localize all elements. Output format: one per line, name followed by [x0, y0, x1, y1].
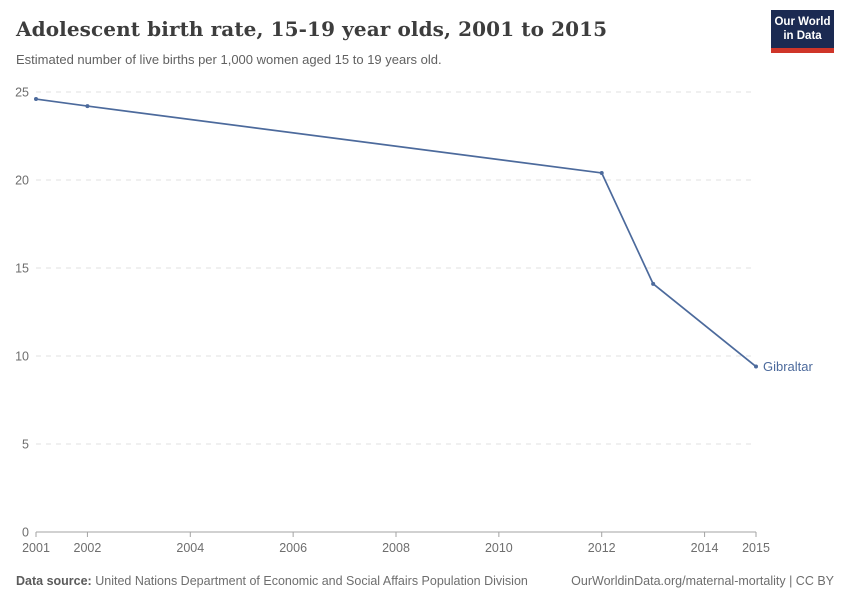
data-source-label: Data source: — [16, 574, 92, 588]
y-axis-tick-label: 5 — [22, 438, 29, 452]
y-axis-tick-label: 20 — [15, 174, 29, 188]
y-axis-tick-label: 15 — [15, 262, 29, 276]
y-axis-tick-label: 0 — [22, 526, 29, 540]
data-point[interactable] — [34, 97, 38, 102]
x-axis-tick-label: 2015 — [742, 541, 770, 555]
x-axis-tick-label: 2008 — [382, 541, 410, 555]
data-point[interactable] — [599, 170, 604, 175]
owid-logo-line1: Our World — [774, 16, 831, 28]
series-line-gibraltar[interactable] — [35, 98, 757, 368]
x-axis-tick-label: 2001 — [22, 541, 50, 555]
data-source-text: United Nations Department of Economic an… — [95, 574, 528, 588]
x-axis-tick-label: 2002 — [74, 541, 102, 555]
series-label-gibraltar[interactable]: Gibraltar — [763, 359, 814, 374]
line-chart[interactable]: 0 5 10 15 20 25 2001 2002 2004 2006 2008 2010 2012 20… — [0, 80, 850, 556]
y-axis-tick-label: 10 — [15, 350, 29, 364]
x-axis-tick-label: 2010 — [485, 541, 513, 555]
data-point[interactable] — [754, 364, 758, 369]
x-axis-tick-label: 2004 — [176, 541, 204, 555]
owid-logo[interactable]: Our World in Data — [771, 10, 834, 53]
data-point[interactable] — [651, 281, 656, 286]
y-axis-tick-label: 25 — [15, 86, 29, 100]
page-title: Adolescent birth rate, 15-19 year olds, … — [16, 17, 608, 41]
x-axis-tick-label: 2006 — [279, 541, 307, 555]
data-source: Data source: United Nations Department o… — [16, 573, 528, 589]
owid-logo-line2: in Data — [783, 30, 822, 42]
chart-footer: Data source: United Nations Department o… — [16, 573, 834, 589]
data-point[interactable] — [85, 104, 90, 109]
x-axis-tick-label: 2012 — [588, 541, 616, 555]
chart-subtitle: Estimated number of live births per 1,00… — [16, 52, 442, 67]
attribution-link[interactable]: OurWorldinData.org/maternal-mortality | … — [571, 574, 834, 588]
x-axis-tick-label: 2014 — [691, 541, 719, 555]
